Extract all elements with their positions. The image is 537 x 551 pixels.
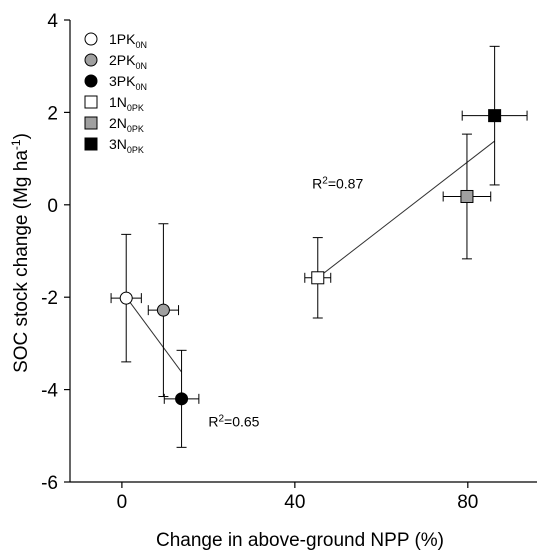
axis-titles: Change in above-ground NPP (%) SOC stock… (9, 133, 444, 551)
fit-line (317, 140, 495, 279)
legend-entry: 3PK0N (84, 73, 147, 92)
r-squared-label: R2=0.65 (208, 414, 259, 430)
r-squared-label: R2=0.87 (312, 176, 363, 192)
r-squared-sup: 2 (218, 414, 224, 425)
x-tick-label: 40 (284, 492, 305, 513)
legend-label-sub: 0N (135, 40, 147, 50)
y-tick-label: -6 (41, 473, 58, 494)
legend-label: 2N0PK (109, 115, 144, 134)
y-tick-label: -4 (41, 381, 58, 402)
legend-entry: 2PK0N (84, 52, 147, 71)
data-point-circle (156, 303, 170, 317)
data-point-group (442, 133, 492, 260)
x-tick-label: 80 (457, 492, 478, 513)
r-squared-base: R (208, 414, 218, 430)
data-point-square (460, 189, 474, 203)
legend-entry: 1N0PK (84, 94, 144, 113)
y-tick-label: -2 (41, 288, 58, 309)
data-point-group (147, 223, 180, 398)
data-point-circle (119, 291, 133, 305)
legend-label: 1N0PK (109, 94, 144, 113)
data-point-square (311, 271, 325, 285)
r-squared-value: =0.65 (224, 414, 260, 430)
legend-label-sub: 0PK (127, 124, 144, 134)
legend-label: 3PK0N (109, 73, 147, 92)
legend-entry: 2N0PK (84, 115, 144, 134)
legend-label-main: 1PK (109, 31, 136, 47)
y-tick-label: 4 (47, 11, 58, 32)
legend-marker-circle (84, 32, 98, 46)
y-axis-title-end: ) (11, 133, 32, 139)
x-axis-title: Change in above-ground NPP (%) (156, 530, 444, 551)
legend-label-main: 3PK (109, 73, 136, 89)
data-point-group (304, 237, 332, 319)
data-points (110, 45, 528, 448)
legend-label: 2PK0N (109, 52, 147, 71)
legend-marker-circle (84, 74, 98, 88)
legend-label-main: 2N (109, 115, 127, 131)
legend-label-main: 1N (109, 94, 127, 110)
data-point-group (110, 233, 142, 363)
legend-label-sub: 0PK (127, 103, 144, 113)
legend-label: 3N0PK (109, 136, 144, 155)
y-axis-title-sup: -1 (9, 139, 23, 150)
data-point-square (488, 109, 502, 123)
legend-marker-square (84, 116, 98, 130)
y-axis-title: SOC stock change (Mg ha-1) (9, 133, 32, 373)
legend-label-main: 2PK (109, 52, 136, 68)
legend-label: 1PK0N (109, 31, 147, 50)
data-point-group (461, 45, 528, 186)
r-squared-sup: 2 (322, 176, 328, 187)
data-point-circle (175, 392, 189, 406)
legend-entry: 1PK0N (84, 31, 147, 50)
fit-line (125, 296, 182, 373)
legend-marker-square (84, 137, 98, 151)
legend-label-sub: 0PK (127, 145, 144, 155)
data-point-group (163, 349, 200, 448)
r-squared-value: =0.87 (328, 176, 364, 192)
legend-label-main: 3N (109, 136, 127, 152)
legend-marker-square (84, 95, 98, 109)
y-tick-label: 0 (47, 196, 58, 217)
legend-entry: 3N0PK (84, 136, 144, 155)
y-axis-title-main: SOC stock change (Mg ha (11, 150, 32, 373)
legend-label-sub: 0N (135, 61, 147, 71)
y-tick-label: 2 (47, 103, 58, 124)
r-squared-base: R (312, 176, 322, 192)
legend-label-sub: 0N (135, 82, 147, 92)
legend-marker-circle (84, 53, 98, 67)
x-tick-label: 0 (117, 492, 128, 513)
